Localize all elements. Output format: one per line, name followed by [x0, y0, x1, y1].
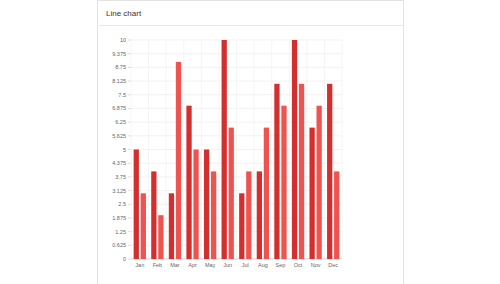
bar	[169, 193, 174, 259]
x-tick-label: Aug	[258, 262, 268, 268]
bar	[176, 62, 181, 259]
bar	[281, 106, 286, 259]
grid-line-v	[148, 40, 149, 259]
y-tick	[128, 135, 131, 136]
bar	[299, 84, 304, 259]
x-tick-label: Sep	[276, 262, 286, 268]
bar	[309, 128, 314, 259]
bar	[158, 215, 163, 259]
bars	[134, 40, 340, 259]
y-tick-label: 10	[120, 37, 126, 43]
grid-line-v	[342, 40, 343, 259]
x-tick-label: Feb	[153, 262, 162, 268]
y-tick-label: 9.375	[112, 51, 126, 57]
x-tick-label: Jul	[242, 262, 249, 268]
y-tick	[128, 190, 131, 191]
x-tick-label: Dec	[328, 262, 338, 268]
bar	[292, 40, 297, 259]
bar	[211, 171, 216, 259]
y-tick-label: 3.75	[115, 174, 126, 180]
y-tick-label: 4.375	[112, 160, 126, 166]
y-tick	[128, 67, 131, 68]
bar	[257, 171, 262, 259]
grid-line-v	[289, 40, 290, 259]
x-tick-label: May	[205, 262, 216, 268]
grid-line-v	[201, 40, 202, 259]
bar	[264, 128, 269, 259]
x-tick-label: Nov	[311, 262, 321, 268]
bar	[229, 128, 234, 259]
grid-line-v	[236, 40, 237, 259]
y-tick-label: 8.125	[112, 78, 126, 84]
y-tick	[128, 40, 131, 41]
x-tick-label: Oct	[294, 262, 303, 268]
y-tick	[128, 122, 131, 123]
y-tick-label: 8.75	[115, 64, 126, 70]
y-tick	[128, 245, 131, 246]
bar	[327, 84, 332, 259]
x-tick-label: Mar	[170, 262, 180, 268]
x-tick-label: Jun	[223, 262, 232, 268]
bar	[134, 150, 139, 260]
x-tick-label: Apr	[188, 262, 197, 268]
y-tick	[128, 94, 131, 95]
y-tick	[128, 149, 131, 150]
card-divider	[98, 25, 404, 26]
y-tick-label: 1.875	[112, 215, 126, 221]
y-tick-label: 1.25	[115, 229, 126, 235]
y-tick	[128, 231, 131, 232]
y-tick	[128, 53, 131, 54]
grid-line-v	[271, 40, 272, 259]
bar	[246, 171, 251, 259]
grid-line-v	[183, 40, 184, 259]
card	[98, 1, 404, 284]
grid-line-v	[324, 40, 325, 259]
bar	[222, 40, 227, 259]
grid-line-v	[131, 40, 132, 259]
grid-line-v	[254, 40, 255, 259]
y-tick	[128, 176, 131, 177]
y-tick-label: 0.625	[112, 242, 126, 248]
y-tick-label: 2.5	[118, 201, 126, 207]
y-tick	[128, 204, 131, 205]
y-tick-label: 0	[123, 256, 126, 262]
grid-line-v	[306, 40, 307, 259]
y-tick	[128, 108, 131, 109]
y-tick-label: 6.875	[112, 105, 126, 111]
y-tick	[128, 163, 131, 164]
y-tick	[128, 81, 131, 82]
x-tick-label: Jan	[135, 262, 144, 268]
y-tick-label: 3.125	[112, 188, 126, 194]
bar	[334, 171, 339, 259]
grid-line-v	[166, 40, 167, 259]
bar	[193, 150, 198, 260]
grid-line-v	[218, 40, 219, 259]
y-tick-label: 6.25	[115, 119, 126, 125]
y-tick-label: 5	[123, 147, 126, 153]
title: Line chart	[106, 9, 142, 18]
bar	[204, 150, 209, 260]
bar	[317, 106, 322, 259]
y-tick	[128, 259, 131, 260]
bar	[141, 193, 146, 259]
y-tick-label: 7.5	[118, 92, 126, 98]
y-tick	[128, 217, 131, 218]
bar	[239, 193, 244, 259]
chart: Line chart 0 0.625 1.25 1.875 2.5 3.125 3.75 4.3…	[0, 0, 500, 284]
bar	[151, 171, 156, 259]
bar	[186, 106, 191, 259]
y-tick-label: 5.625	[112, 133, 126, 139]
bar	[274, 84, 279, 259]
